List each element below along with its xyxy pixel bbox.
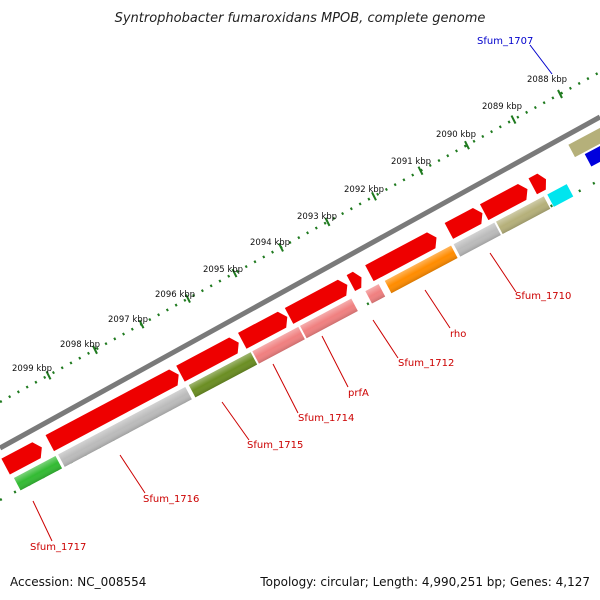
gene-label-sfum-1714[interactable]: Sfum_1714 — [298, 413, 354, 424]
scale-label: 2098 kbp — [60, 340, 100, 350]
scale-tick-mark — [278, 243, 284, 252]
feature-sfum-1709[interactable] — [547, 184, 574, 207]
gene-label-sfum-1716[interactable]: Sfum_1716 — [143, 494, 199, 505]
gene-arrow[interactable] — [176, 335, 243, 382]
scale-label: 2091 kbp — [391, 157, 431, 167]
gene-arrow[interactable] — [1, 439, 46, 475]
scale-label: 2092 kbp — [344, 185, 384, 195]
gene-label-rho[interactable]: rho — [450, 329, 466, 340]
gene-arrow[interactable] — [45, 367, 183, 452]
gene-arrow[interactable] — [238, 309, 291, 349]
scale-tick-mark — [510, 115, 517, 125]
scale-tick-mark — [45, 370, 52, 380]
accession-text: Accession: NC_008554 — [10, 575, 146, 589]
scale-tick-mark — [417, 166, 424, 176]
genome-backbone — [0, 114, 600, 451]
gene-arrow[interactable] — [346, 269, 366, 291]
gene-label-sfum-1717[interactable]: Sfum_1717 — [30, 542, 86, 553]
scale-tick-mark — [371, 191, 377, 201]
gene-arrow[interactable] — [479, 181, 532, 221]
scale-label: 2093 kbp — [297, 212, 337, 222]
scale-tick-mark — [185, 294, 191, 304]
feature-shading — [13, 196, 551, 491]
gene-label-sfum-1715[interactable]: Sfum_1715 — [247, 440, 303, 451]
gene-label-sfum-1707[interactable]: Sfum_1707 — [477, 36, 533, 47]
genome-summary-text: Topology: circular; Length: 4,990,251 bp… — [259, 575, 590, 589]
scale-label: 2094 kbp — [250, 238, 290, 248]
feature-sfum-1708[interactable] — [568, 93, 600, 158]
scale-label: 2096 kbp — [155, 290, 195, 300]
scale-label: 2099 kbp — [12, 364, 52, 374]
feature-track — [1, 93, 600, 491]
scale-label: 2095 kbp — [203, 265, 243, 275]
gene-label-sfum-1712[interactable]: Sfum_1712 — [398, 358, 454, 369]
scale-tick-mark — [464, 140, 470, 150]
scale-tick-mark — [324, 217, 331, 227]
leader-lines — [32, 44, 553, 542]
forward-genes — [1, 171, 551, 475]
gene-arrow[interactable] — [444, 205, 487, 239]
scale-tick-mark — [92, 345, 98, 355]
scale-ticks — [45, 89, 563, 380]
scale-tick-mark — [557, 89, 563, 99]
outer-tick-ring — [0, 70, 600, 404]
gene-arrow[interactable] — [528, 171, 551, 195]
scale-label: 2088 kbp — [527, 75, 567, 85]
scale-label: 2090 kbp — [436, 130, 476, 140]
gene-arrow[interactable] — [365, 230, 441, 282]
scale-label: 2097 kbp — [108, 315, 148, 325]
gene-arrow[interactable] — [284, 277, 352, 324]
scale-label: 2089 kbp — [482, 102, 522, 112]
scale-tick-mark — [138, 319, 145, 329]
map-title: Syntrophobacter fumaroxidans MPOB, compl… — [115, 11, 486, 26]
gene-label-sfum-1710[interactable]: Sfum_1710 — [515, 291, 571, 302]
gene-label-prfa[interactable]: prfA — [348, 388, 369, 399]
scale-tick-mark — [231, 268, 238, 278]
